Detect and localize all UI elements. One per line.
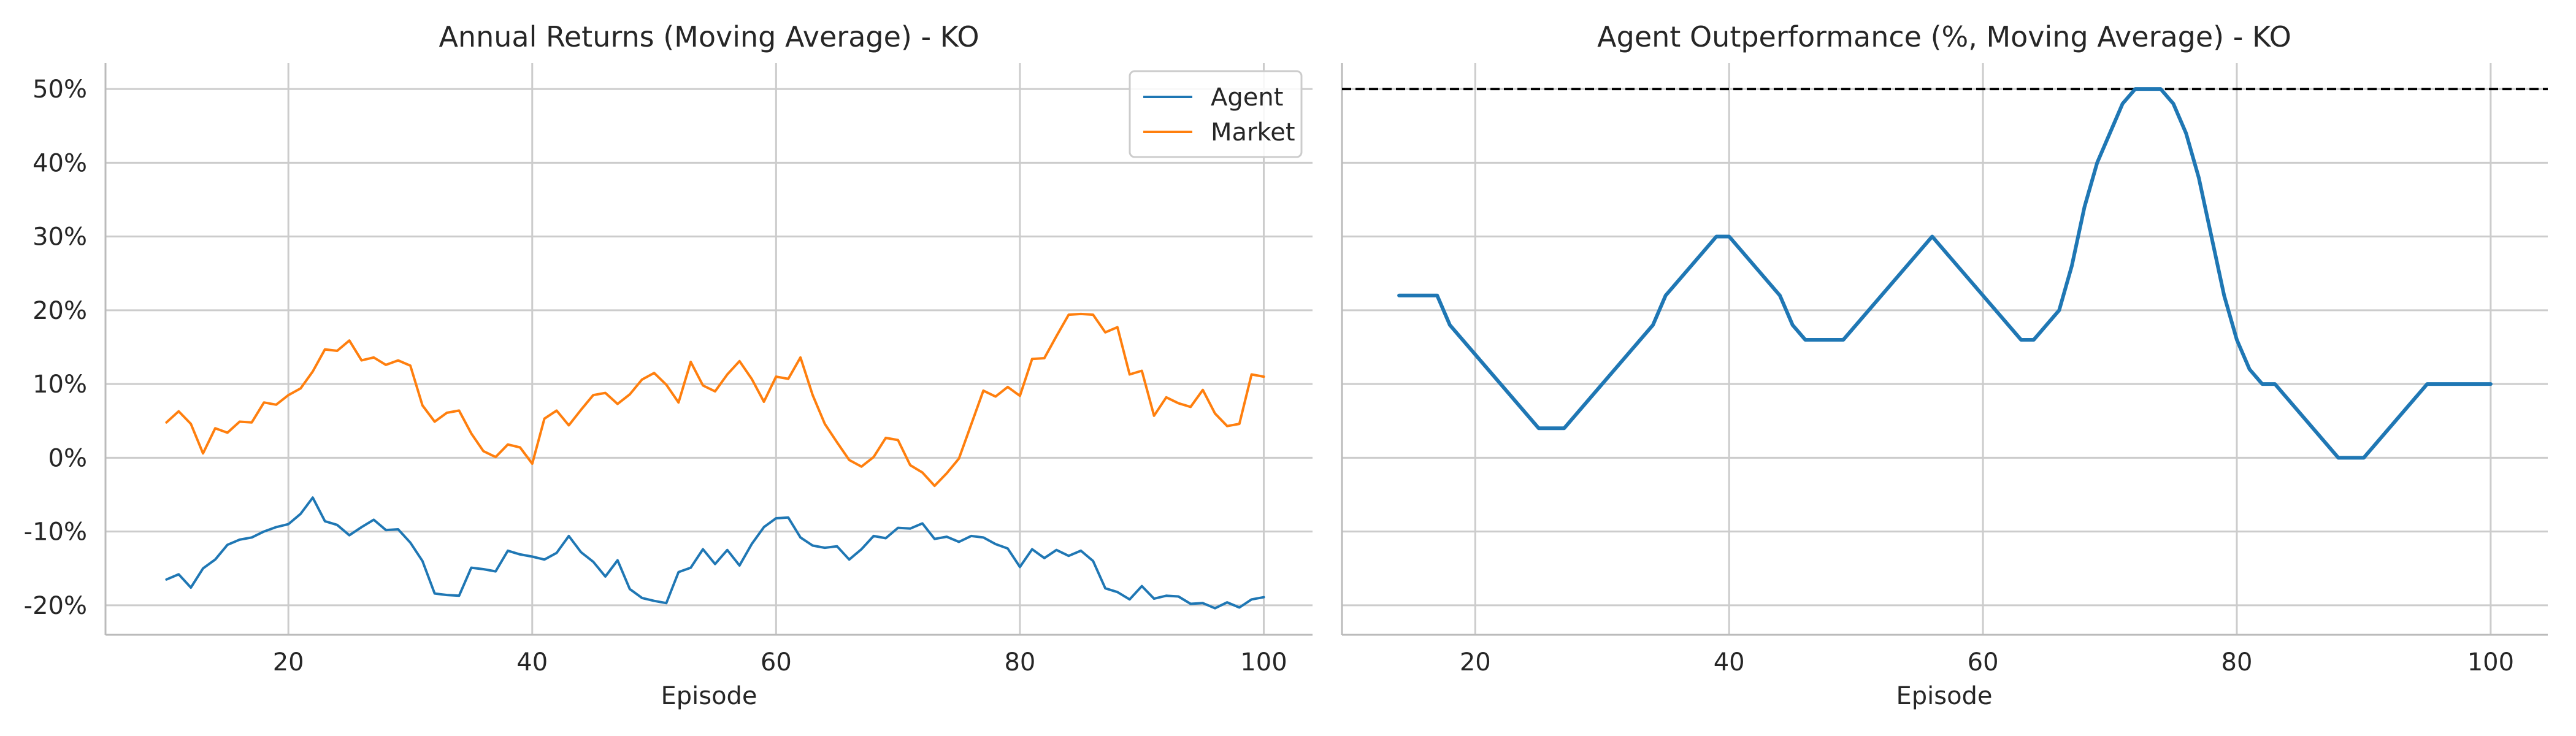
annual-returns-x-tick-label: 80 bbox=[1004, 648, 1035, 677]
market-legend-label: Market bbox=[1211, 118, 1295, 147]
annual-returns-panel: Annual Returns (Moving Average) - KO Epi… bbox=[24, 20, 1313, 710]
outperformance-x-tick-label: 100 bbox=[2467, 648, 2514, 677]
annual-returns-y-tick-label: 0% bbox=[48, 444, 87, 472]
outperformance-x-tick-label: 40 bbox=[1714, 648, 1745, 677]
annual-returns-x-axis-label: Episode bbox=[661, 682, 757, 710]
market-series-line bbox=[165, 312, 1265, 488]
annual-returns-x-tick-label: 20 bbox=[273, 648, 304, 677]
annual-returns-y-tick-label: 30% bbox=[33, 223, 87, 251]
legend-frame bbox=[1129, 70, 1303, 158]
annual-returns-legend: Agent Market bbox=[1129, 70, 1303, 158]
annual-returns-y-tick-label: 10% bbox=[33, 370, 87, 399]
annual-returns-y-tick-label: 50% bbox=[33, 75, 87, 104]
outperformance-x-tick-label: 20 bbox=[1460, 648, 1491, 677]
outperformance-x-axis-label: Episode bbox=[1896, 682, 1992, 710]
annual-returns-y-tick-label: -10% bbox=[24, 518, 87, 546]
agent-legend-label: Agent bbox=[1211, 83, 1283, 112]
agent-series-line bbox=[165, 496, 1265, 610]
outperformance-x-tick-label: 80 bbox=[2221, 648, 2253, 677]
outperformance-series-line bbox=[1397, 87, 2493, 460]
annual-returns-title: Annual Returns (Moving Average) - KO bbox=[439, 20, 979, 53]
outperformance-grid bbox=[1342, 63, 2548, 635]
annual-returns-y-tick-label: 40% bbox=[33, 149, 87, 177]
outperformance-title: Agent Outperformance (%, Moving Average)… bbox=[1597, 20, 2291, 53]
annual-returns-y-tick-label: -20% bbox=[24, 592, 87, 620]
annual-returns-x-tick-label: 40 bbox=[516, 648, 548, 677]
annual-returns-grid bbox=[105, 63, 1313, 635]
annual-returns-x-tick-label: 60 bbox=[761, 648, 792, 677]
outperformance-panel: Agent Outperformance (%, Moving Average)… bbox=[1341, 20, 2548, 710]
outperformance-x-tick-label: 60 bbox=[1968, 648, 1999, 677]
annual-returns-y-tick-label: 20% bbox=[33, 297, 87, 325]
annual-returns-x-tick-label: 100 bbox=[1240, 648, 1287, 677]
